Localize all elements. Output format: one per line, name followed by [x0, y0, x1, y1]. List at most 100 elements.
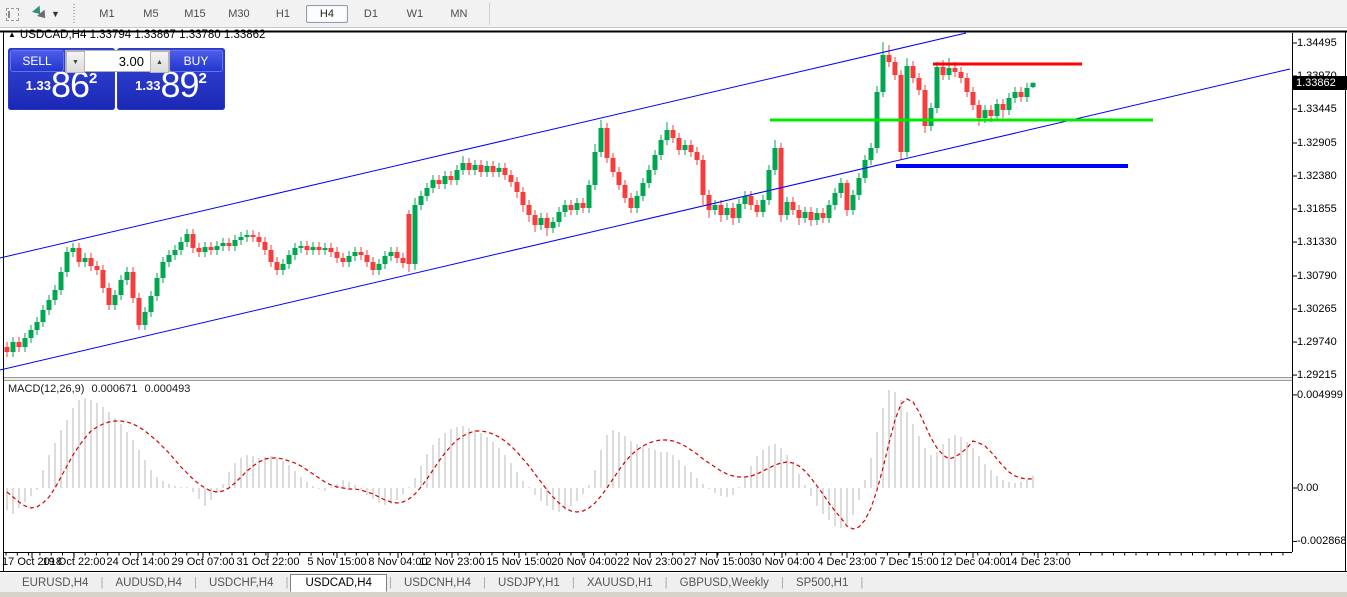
- timeframe-button-m15[interactable]: M15: [184, 7, 206, 20]
- candle-body: [250, 235, 256, 238]
- candle-body: [508, 175, 514, 182]
- candle-body: [892, 61, 898, 76]
- candle-body: [142, 311, 148, 326]
- candle-body: [34, 321, 40, 330]
- timeframe-button-w1[interactable]: W1: [406, 7, 424, 20]
- toolbar-separator: [488, 2, 490, 25]
- candle-body: [124, 271, 130, 280]
- candle-body: [826, 205, 832, 218]
- candle-body: [544, 217, 550, 228]
- candle-body: [724, 207, 730, 216]
- candle-body: [274, 261, 280, 270]
- candle-body: [676, 137, 682, 150]
- symbol-tab-gbpusd-weekly[interactable]: GBPUSD,Weekly: [679, 576, 769, 589]
- candle-body: [736, 204, 742, 218]
- date-tick-label: 14 Dec 23:00: [1005, 556, 1071, 568]
- volume-increase-button[interactable]: ▲: [150, 51, 169, 73]
- candle-body: [910, 66, 916, 79]
- price-tick-label: 1.31855: [1297, 203, 1337, 216]
- symbol-tab-sp500-h1[interactable]: SP500,H1: [795, 576, 849, 589]
- volume-decrease-button[interactable]: ▼: [66, 51, 85, 73]
- symbol-tab-usdjpy-h1[interactable]: USDJPY,H1: [498, 576, 560, 589]
- candle-body: [802, 211, 808, 218]
- sell-button[interactable]: SELL: [10, 50, 64, 72]
- candle-body: [298, 246, 304, 248]
- symbol-tab-audusd-h4[interactable]: AUDUSD,H4: [115, 576, 182, 589]
- chart-ohlc-title: ▲ USDCAD,H4 1.33794 1.33867 1.33780 1.338…: [8, 29, 265, 41]
- candle-body: [448, 176, 454, 180]
- candle-body: [472, 165, 478, 170]
- symbol-tab-usdcad-h4[interactable]: USDCAD,H4: [290, 573, 387, 592]
- candle-body: [646, 169, 652, 183]
- price-tick-label: 1.34495: [1297, 37, 1337, 49]
- symbol-tab-usdchf-h4[interactable]: USDCHF,H4: [208, 576, 274, 589]
- candle-body: [178, 241, 184, 250]
- dashed-rectangle-tool-icon[interactable]: [6, 7, 20, 21]
- arrows-tool-icon[interactable]: [31, 5, 50, 21]
- macd-tick-label: 0.00: [1297, 482, 1319, 494]
- candle-body: [22, 338, 28, 348]
- toolbar-grip-handle[interactable]: [71, 3, 77, 24]
- candle-body: [754, 205, 760, 212]
- candle-body: [694, 151, 700, 160]
- candle-body: [442, 176, 448, 185]
- candle-body: [922, 89, 928, 127]
- candle-body: [76, 247, 82, 262]
- candle-body: [268, 249, 274, 262]
- candle-body: [598, 128, 604, 152]
- pane-divider[interactable]: [4, 377, 1292, 381]
- candle-body: [286, 255, 292, 265]
- timeframe-button-mn[interactable]: MN: [450, 7, 468, 20]
- candle-body: [502, 167, 508, 176]
- tab-separator: |: [100, 576, 104, 589]
- date-tick-label: 15 Nov 15:00: [486, 556, 552, 568]
- timeframe-button-m30[interactable]: M30: [228, 7, 250, 20]
- candle-body: [856, 177, 862, 195]
- buy-price-small: 1.33: [135, 78, 161, 93]
- candle-body: [112, 295, 118, 306]
- volume-control: ▼ ▲: [65, 50, 170, 73]
- candle-body: [304, 246, 310, 250]
- timeframe-button-h4[interactable]: H4: [305, 4, 348, 23]
- candle-body: [340, 257, 346, 262]
- candle-body: [376, 264, 382, 270]
- candle-body: [292, 247, 298, 256]
- macd-tick-label: 0.004999: [1297, 388, 1343, 401]
- date-tick-label: 17 Oct 2018: [2, 556, 62, 568]
- trend-channel-lower-line[interactable]: [0, 68, 1291, 371]
- date-tick-label: 12 Nov 23:00: [419, 556, 485, 568]
- date-tick-label: 30 Nov 04:00: [749, 556, 815, 568]
- one-click-trading-panel: 1.33862 1.33892 SELL BUY ▼ ▲: [8, 48, 225, 110]
- candle-body: [568, 205, 574, 210]
- candle-body: [880, 55, 886, 92]
- dropdown-caret-icon[interactable]: ▼: [51, 8, 60, 19]
- candle-body: [1000, 104, 1006, 110]
- timeframe-button-h1[interactable]: H1: [275, 7, 290, 20]
- candle-body: [118, 279, 124, 296]
- candle-body: [778, 147, 784, 216]
- candle-body: [718, 205, 724, 216]
- candle-body: [490, 166, 496, 172]
- candle-body: [478, 165, 484, 172]
- candle-body: [100, 269, 106, 288]
- timeframe-button-m5[interactable]: M5: [143, 7, 159, 20]
- candle-body: [610, 157, 616, 172]
- tab-separator: |: [780, 576, 784, 589]
- candle-body: [370, 261, 376, 270]
- collapse-panel-icon[interactable]: ▲: [8, 30, 16, 39]
- candle-body: [460, 163, 466, 170]
- timeframe-button-d1[interactable]: D1: [363, 7, 378, 20]
- candle-body: [982, 109, 988, 118]
- current-price-badge: 1.33862: [1293, 76, 1347, 90]
- timeframe-button-m1[interactable]: M1: [99, 7, 115, 20]
- buy-button[interactable]: BUY: [169, 50, 223, 72]
- date-tick-label: 22 Nov 23:00: [617, 556, 683, 568]
- volume-input[interactable]: [85, 51, 150, 71]
- symbol-tab-eurusd-h4[interactable]: EURUSD,H4: [22, 576, 89, 589]
- symbol-ohlc-text: USDCAD,H4 1.33794 1.33867 1.33780 1.3386…: [19, 29, 266, 41]
- candle-body: [970, 91, 976, 106]
- candle-body: [520, 191, 526, 206]
- candle-body: [934, 67, 940, 109]
- symbol-tab-xauusd-h1[interactable]: XAUUSD,H1: [586, 576, 653, 589]
- symbol-tab-usdcnh-h4[interactable]: USDCNH,H4: [403, 576, 472, 589]
